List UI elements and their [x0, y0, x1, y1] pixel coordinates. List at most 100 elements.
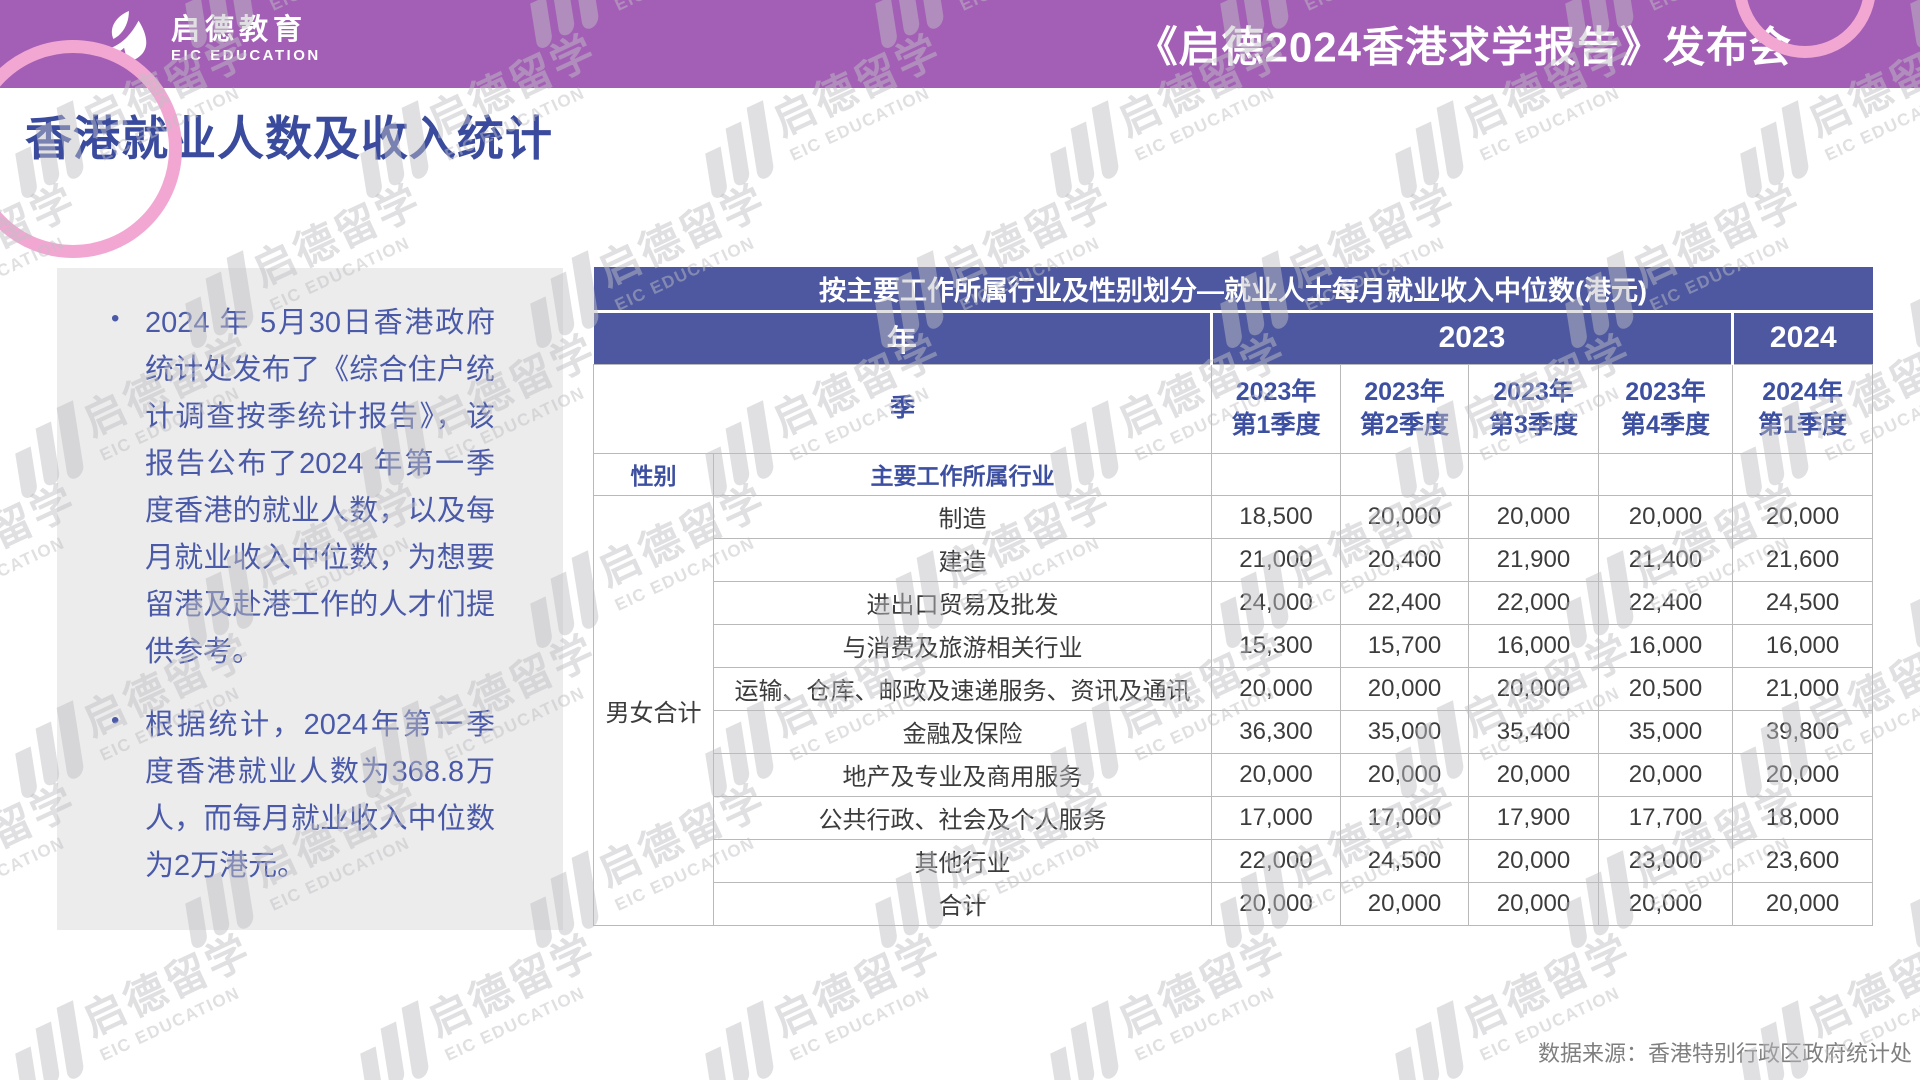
table-label-row: 性别 主要工作所属行业: [593, 452, 1874, 496]
table-row-manufacturing: 男女合计 制造 18,500 20,000 20,000 20,000 20,0…: [593, 494, 1874, 926]
eic-mark-icon: [11, 1000, 85, 1080]
value-cell: 20,400: [1340, 537, 1469, 582]
value-cell: 20,000: [1468, 881, 1599, 926]
value-cell: 20,000: [1340, 752, 1469, 797]
value-cell: 20,000: [1731, 881, 1874, 926]
watermark-text-cn: 启德留学: [420, 926, 604, 1045]
industry-cell: 地产及专业及商用服务: [713, 752, 1212, 797]
summary-bullet-1: 2024 年 5月30日香港政府统计处发布了《综合住户统计调查按季统计报告》，该…: [97, 300, 495, 676]
quarter-2024q1-cell: 2024年 第1季度: [1731, 363, 1874, 454]
logo-name-cn: 启德教育: [171, 14, 308, 47]
table-row-construction: 建造 21,000 20,400 21,900 21,400 21,600: [594, 537, 1874, 582]
value-cell: 17,700: [1598, 795, 1733, 840]
summary-bullet-2: 根据统计，2024年第一季度香港就业人数为368.8万人，而每月就业收入中位数为…: [97, 702, 495, 890]
eic-mark-icon: [1906, 250, 1920, 353]
value-cell: 16,000: [1468, 623, 1599, 668]
gender-label-cell: 性别: [593, 452, 714, 496]
table-row-transport-communication: 运输、仓库、邮政及速递服务、资讯及通讯 20,000 20,000 20,000…: [594, 666, 1874, 711]
value-cell: 20,000: [1468, 494, 1599, 539]
watermark-text-cn: 启德留学: [1455, 926, 1639, 1045]
empty-cell: [1211, 452, 1341, 496]
watermark-text-en: EIC EDUCATION: [96, 983, 244, 1065]
value-cell: 20,000: [1731, 494, 1874, 539]
value-cell: 24,500: [1731, 580, 1874, 625]
table-row-public-admin-social: 公共行政、社会及个人服务 17,000 17,000 17,900 17,700…: [594, 795, 1874, 840]
industry-cell: 进出口贸易及批发: [713, 580, 1212, 625]
eic-mark-icon: [1391, 1000, 1465, 1080]
watermark-text-en: EIC EDUCATION: [786, 983, 934, 1065]
value-cell: 20,500: [1598, 666, 1733, 711]
industry-cell: 合计: [713, 881, 1212, 926]
value-cell: 21,600: [1731, 537, 1874, 582]
empty-cell: [1731, 452, 1874, 496]
value-cell: 20,000: [1340, 494, 1469, 539]
value-cell: 20,000: [1468, 838, 1599, 883]
eic-mark-icon: [1736, 100, 1810, 203]
value-cell: 21,400: [1598, 537, 1733, 582]
gender-group-cell: 男女合计: [593, 494, 714, 926]
value-cell: 20,000: [1211, 666, 1341, 711]
value-cell: 20,000: [1598, 752, 1733, 797]
value-cell: 17,000: [1211, 795, 1341, 840]
value-cell: 36,300: [1211, 709, 1341, 754]
watermark-text-cn: 启德留学: [1110, 926, 1294, 1045]
table-title: 按主要工作所属行业及性别划分—就业人士每月就业收入中位数(港元): [593, 267, 1873, 313]
industry-label-cell: 主要工作所属行业: [713, 452, 1212, 496]
data-source-note: 数据来源：香港特别行政区政府统计处: [1537, 1041, 1912, 1066]
value-cell: 24,500: [1340, 838, 1469, 883]
logo-name-en: EIC EDUCATION: [171, 46, 321, 64]
value-cell: 17,900: [1468, 795, 1599, 840]
table-row-real-estate-business: 地产及专业及商用服务 20,000 20,000 20,000 20,000 2…: [594, 752, 1874, 797]
value-cell: 35,000: [1598, 709, 1733, 754]
table-year-row: 年 2023 2024: [593, 311, 1873, 364]
value-cell: 23,600: [1731, 838, 1874, 883]
watermark-text-cn: 启德留学: [75, 926, 259, 1045]
watermark-text-en: EIC EDUCATION: [441, 983, 589, 1065]
table-row-consumption-tourism: 与消费及旅游相关行业 15,300 15,700 16,000 16,000 1…: [594, 623, 1874, 668]
empty-cell: [1598, 452, 1733, 496]
event-title: 《启德2024香港求学报告》发布会: [1135, 23, 1792, 71]
table-title-row: 按主要工作所属行业及性别划分—就业人士每月就业收入中位数(港元): [593, 267, 1873, 313]
eic-mark-icon: [1046, 100, 1120, 203]
value-cell: 22,400: [1598, 580, 1733, 625]
year-label-cell: 年: [593, 311, 1213, 364]
eic-mark-icon: [701, 1000, 775, 1080]
table-row-other-industries: 其他行业 22,000 24,500 20,000 23,000 23,600: [594, 838, 1874, 883]
industry-cell: 建造: [713, 537, 1212, 582]
value-cell: 20,000: [1211, 752, 1341, 797]
quarter-2023q2-cell: 2023年 第2季度: [1340, 363, 1469, 454]
eic-mark-icon: [1906, 850, 1920, 953]
industry-cell: 与消费及旅游相关行业: [713, 623, 1212, 668]
watermark-text-cn: 启德留学: [1800, 926, 1920, 1045]
value-cell: 15,300: [1211, 623, 1341, 668]
industry-cell: 制造: [713, 494, 1212, 539]
value-cell: 20,000: [1598, 881, 1733, 926]
table-quarter-row: 季 2023年 第1季度 2023年 第2季度 2023年 第3季度 2023年…: [593, 363, 1874, 454]
table-row-trade-wholesale: 进出口贸易及批发 24,000 22,400 22,000 22,400 24,…: [594, 580, 1874, 625]
summary-box: 2024 年 5月30日香港政府统计处发布了《综合住户统计调查按季统计报告》，该…: [57, 268, 563, 930]
value-cell: 17,000: [1340, 795, 1469, 840]
eic-mark-icon: [1391, 100, 1465, 203]
value-cell: 21,000: [1211, 537, 1341, 582]
value-cell: 20,000: [1340, 666, 1469, 711]
industry-cell: 其他行业: [713, 838, 1212, 883]
watermark-text-en: EIC EDUCATION: [1131, 983, 1279, 1065]
value-cell: 20,000: [1598, 494, 1733, 539]
table-row-total: 合计 20,000 20,000 20,000 20,000 20,000: [594, 881, 1874, 926]
summary-list: 2024 年 5月30日香港政府统计处发布了《综合住户统计调查按季统计报告》，该…: [97, 300, 495, 890]
header-bar: [0, 0, 1920, 88]
industry-cell: 金融及保险: [713, 709, 1212, 754]
value-cell: 22,400: [1340, 580, 1469, 625]
value-cell: 16,000: [1598, 623, 1733, 668]
value-cell: 22,000: [1211, 838, 1341, 883]
empty-cell: [1340, 452, 1469, 496]
industry-cell: 公共行政、社会及个人服务: [713, 795, 1212, 840]
value-cell: 18,500: [1211, 494, 1341, 539]
industry-cell: 运输、仓库、邮政及速递服务、资讯及通讯: [713, 666, 1212, 711]
